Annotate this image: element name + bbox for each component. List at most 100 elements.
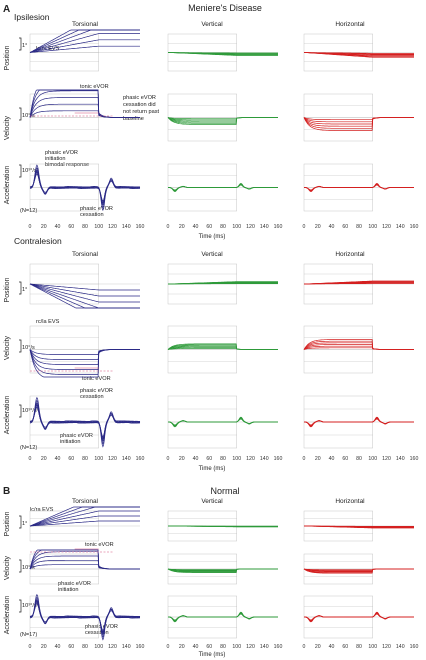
torsional-trace	[29, 593, 141, 641]
torsional-trace	[29, 510, 140, 527]
col-header-torsional: Torsional	[72, 21, 99, 28]
vertical-trace	[168, 611, 279, 623]
x-tick-label: 20	[41, 644, 47, 650]
x-tick-label: 160	[274, 644, 283, 650]
horizontal-trace	[304, 280, 414, 285]
torsional-trace	[29, 396, 141, 448]
annotation-phasic-initiation: initiation	[58, 587, 79, 593]
vertical-trace	[167, 343, 278, 350]
x-tick-label: 0	[167, 456, 170, 462]
x-tick-label: 80	[220, 224, 226, 230]
x-tick-label: 60	[342, 224, 348, 230]
x-tick-label: 40	[193, 224, 199, 230]
col-header-horizontal: Horizontal	[335, 21, 365, 28]
x-tick-label: 20	[41, 456, 47, 462]
x-tick-label: 140	[260, 224, 269, 230]
x-tick-label: 60	[206, 224, 212, 230]
x-tick-label: 40	[329, 224, 335, 230]
torsional-trace	[29, 39, 140, 53]
horizontal-trace	[303, 117, 414, 131]
x-tick-label: 20	[315, 644, 321, 650]
x-tick-label: 20	[179, 224, 185, 230]
annotation-evs: rc/la EVS	[36, 319, 60, 325]
x-axis-title: Time (ms)	[199, 234, 226, 240]
x-tick-label: 160	[274, 224, 283, 230]
vertical-trace	[168, 281, 278, 285]
x-tick-label: 140	[396, 644, 405, 650]
x-tick-label: 20	[41, 224, 47, 230]
x-tick-label: 60	[342, 644, 348, 650]
row-label-velocity: Velocity	[4, 335, 11, 360]
scale-velocity: 10°/s	[22, 345, 35, 351]
x-axis-title: Time (ms)	[199, 466, 226, 472]
x-tick-label: 0	[29, 224, 32, 230]
x-tick-label: 160	[136, 224, 145, 230]
x-tick-label: 140	[122, 224, 131, 230]
x-tick-label: 120	[382, 224, 391, 230]
x-tick-label: 100	[368, 456, 377, 462]
x-tick-label: 160	[136, 456, 145, 462]
torsional-trace	[29, 283, 140, 291]
x-tick-label: 80	[356, 644, 362, 650]
row-label-position: Position	[4, 277, 11, 302]
vertical-trace	[167, 117, 278, 122]
x-tick-label: 40	[329, 644, 335, 650]
row-label-position: Position	[4, 45, 11, 70]
col-header-horizontal: Horizontal	[335, 498, 365, 505]
annotation-phasic-cessation: baseline	[123, 116, 144, 122]
x-tick-label: 100	[232, 456, 241, 462]
x-tick-label: 100	[232, 224, 241, 230]
panel-a-title: Meniere's Disease	[188, 3, 262, 13]
torsional-trace	[29, 349, 140, 355]
x-tick-label: 100	[368, 224, 377, 230]
x-tick-label: 40	[329, 456, 335, 462]
vertical-trace	[168, 52, 278, 56]
torsional-trace	[29, 349, 140, 365]
x-tick-label: 160	[136, 644, 145, 650]
x-tick-label: 120	[108, 456, 117, 462]
x-tick-label: 0	[303, 644, 306, 650]
x-tick-label: 40	[55, 456, 61, 462]
horizontal-trace	[304, 52, 414, 58]
x-tick-label: 120	[246, 456, 255, 462]
x-tick-label: 60	[342, 456, 348, 462]
x-tick-label: 120	[246, 644, 255, 650]
scale-acceleration: 10³°/s²	[22, 168, 39, 174]
x-tick-label: 60	[68, 224, 74, 230]
col-header-torsional: Torsional	[72, 498, 99, 505]
x-tick-label: 160	[410, 224, 419, 230]
torsional-trace	[29, 506, 140, 527]
torsional-trace	[29, 555, 140, 570]
annotation-phasic-cessation: phasic eVOR	[123, 95, 156, 101]
annotation-phasic-cessation: cessation	[80, 212, 104, 218]
x-tick-label: 0	[303, 224, 306, 230]
horizontal-trace	[303, 340, 414, 350]
panel-b-title: Normal	[210, 486, 239, 496]
annotation-bimodal: bimodal response	[45, 162, 89, 168]
x-tick-label: 80	[356, 456, 362, 462]
vertical-trace	[168, 183, 278, 192]
horizontal-trace	[303, 344, 414, 350]
x-tick-label: 100	[94, 456, 103, 462]
horizontal-trace	[303, 117, 414, 129]
x-tick-label: 80	[356, 224, 362, 230]
torsional-trace	[29, 549, 140, 570]
x-tick-label: 20	[315, 456, 321, 462]
annotation-tonic-evor: tonic eVOR	[82, 376, 111, 382]
scale-position: 1°	[22, 521, 27, 527]
horizontal-trace	[303, 568, 414, 574]
x-tick-label: 80	[82, 456, 88, 462]
torsional-trace	[29, 33, 140, 53]
x-tick-label: 40	[55, 224, 61, 230]
x-tick-label: 140	[260, 456, 269, 462]
horizontal-trace	[304, 525, 414, 529]
annotation-evs: lc/ra EVS	[30, 507, 54, 513]
torsional-trace	[29, 283, 140, 297]
col-header-torsional: Torsional	[72, 251, 99, 258]
x-tick-label: 40	[55, 644, 61, 650]
x-tick-label: 0	[303, 456, 306, 462]
annotation-n: (N=12)	[20, 208, 37, 214]
horizontal-trace	[303, 339, 414, 350]
panel-a-letter: A	[3, 4, 10, 15]
panel-b-letter: B	[3, 486, 10, 497]
